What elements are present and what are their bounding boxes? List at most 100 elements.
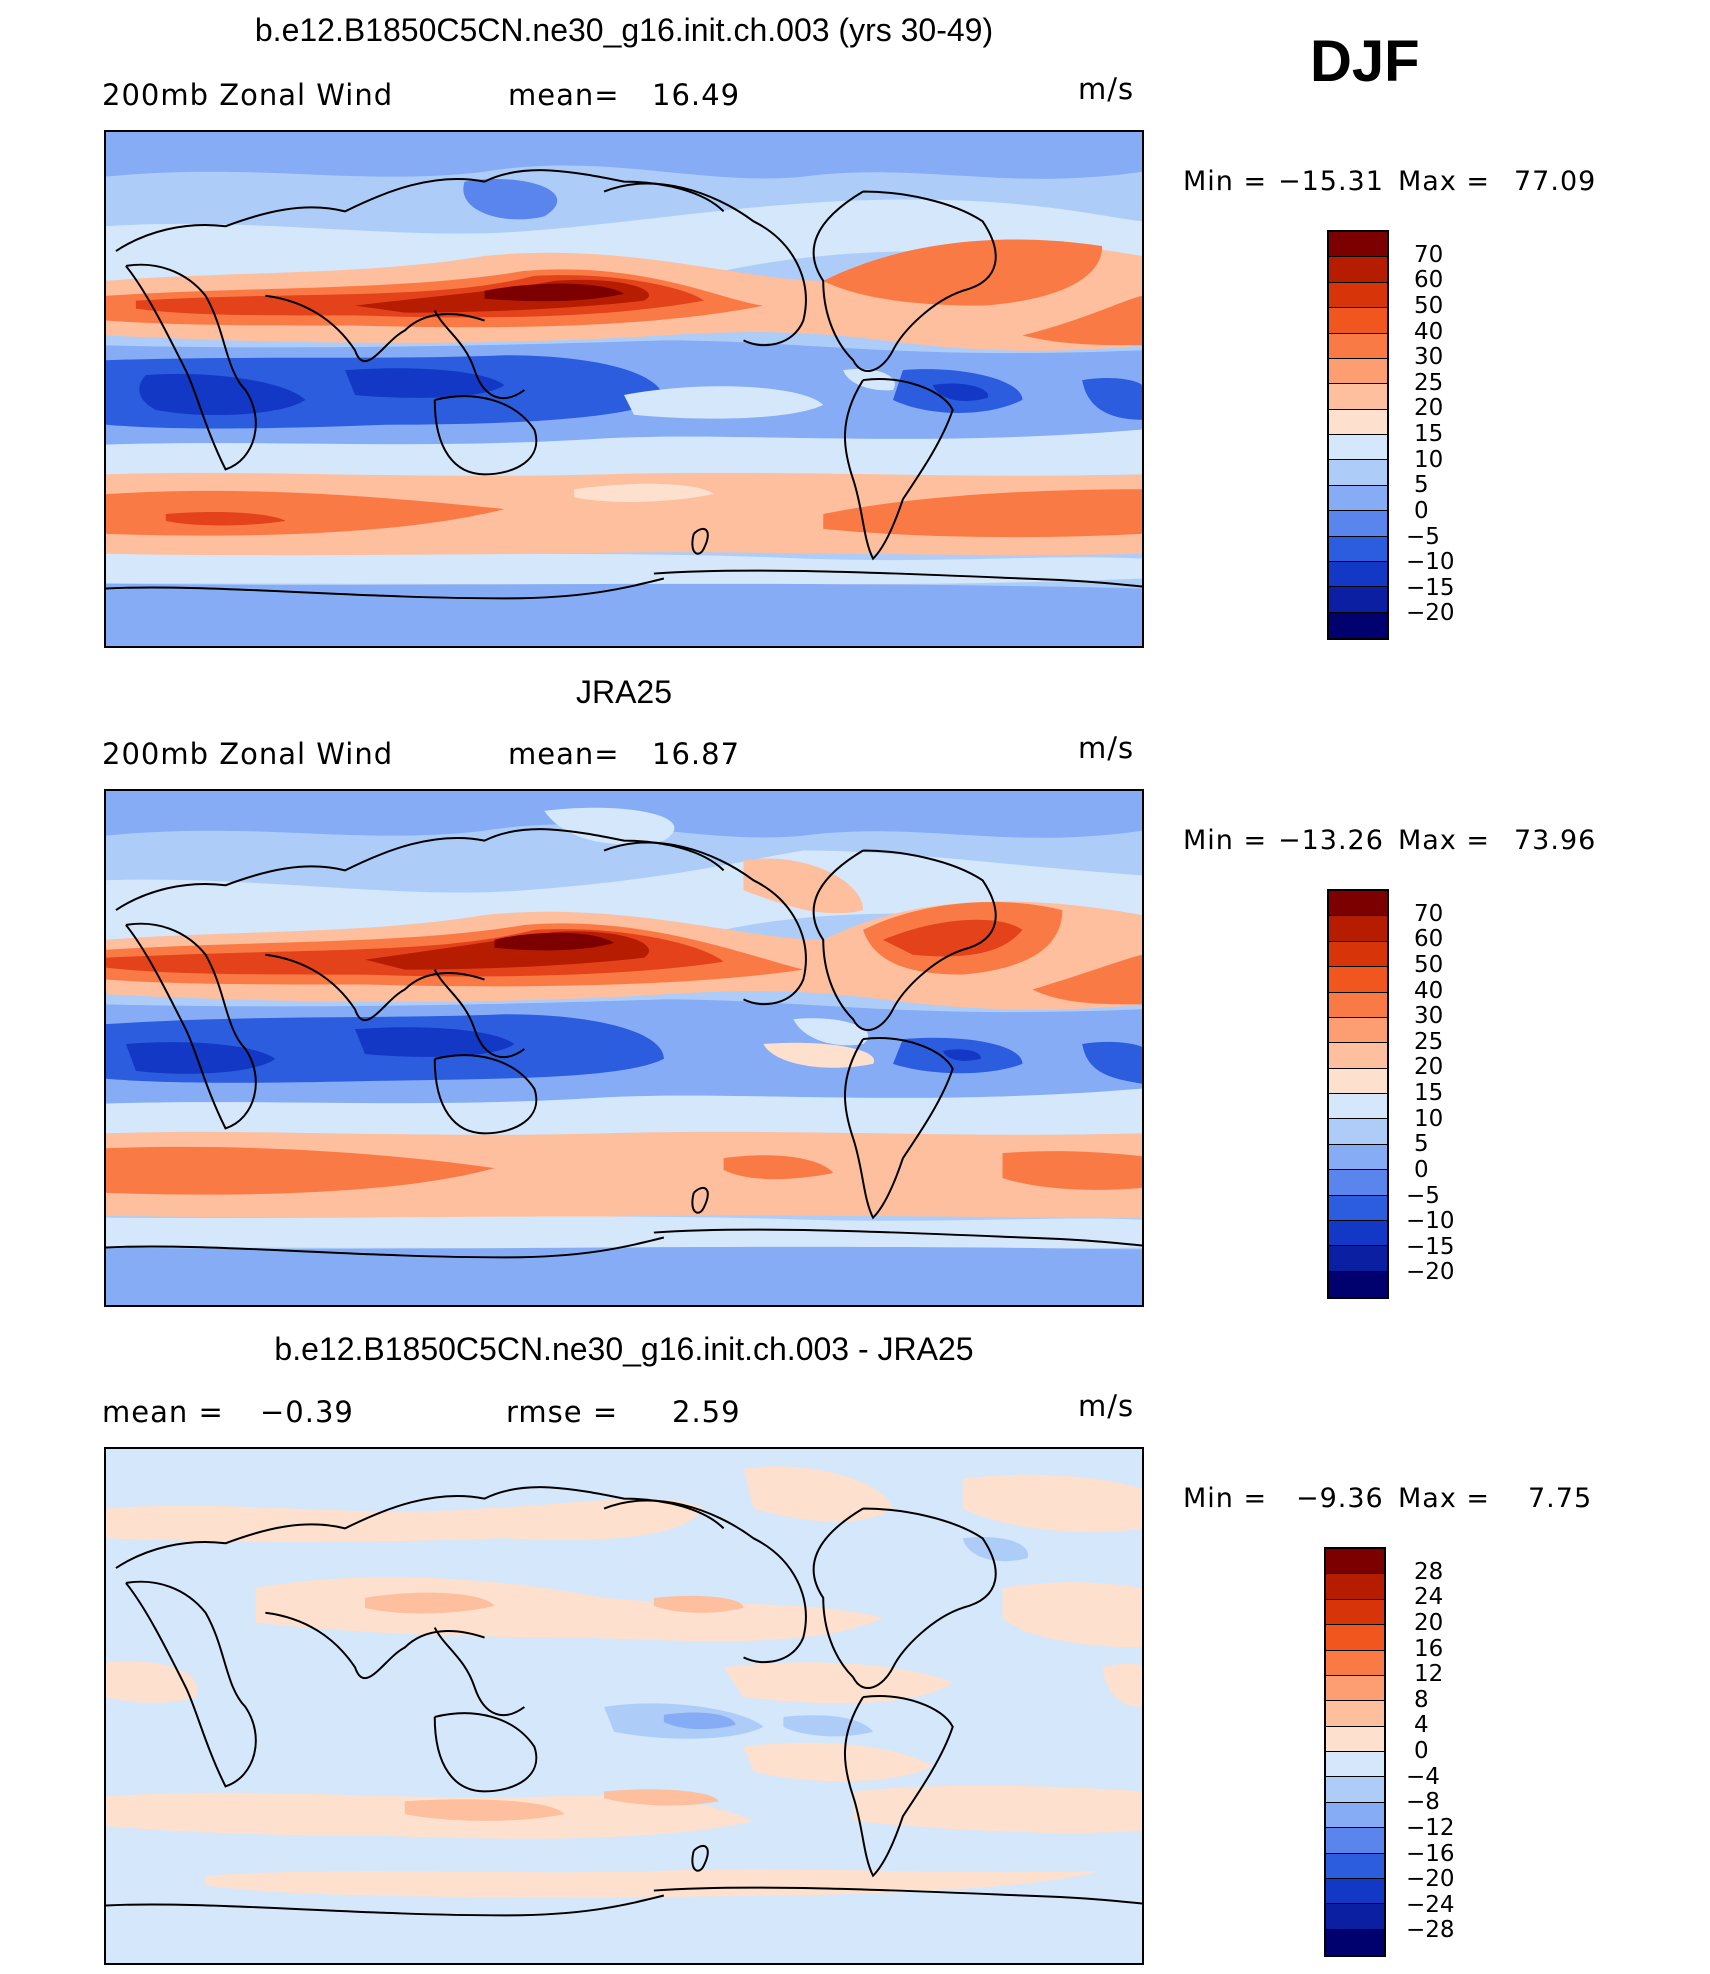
max-value: 77.09 [1514, 166, 1597, 197]
colorbar-swatch [1329, 384, 1387, 410]
colorbar [1327, 230, 1389, 640]
max-label: Max = [1398, 166, 1491, 197]
colorbar-swatch [1326, 1777, 1384, 1803]
colorbar-tick-label: −8 [1406, 1789, 1440, 1816]
colorbar-tick-label: 40 [1414, 318, 1444, 345]
colorbar-tick-label: 24 [1414, 1584, 1444, 1611]
colorbar-swatch [1326, 1675, 1384, 1702]
colorbar-swatches [1326, 1549, 1384, 1955]
colorbar-swatch [1329, 485, 1387, 512]
max-label: Max = [1398, 1483, 1491, 1514]
mean-value: 16.87 [652, 737, 741, 771]
coastline-outline [106, 828, 1142, 1259]
rmse-label: rmse = [506, 1395, 619, 1429]
colorbar-tick-label: 70 [1414, 241, 1444, 268]
colorbar-tick-label: 25 [1414, 1028, 1444, 1055]
colorbar-tick-label: 0 [1414, 1156, 1429, 1183]
colorbar-swatch [1329, 967, 1387, 993]
obs-wind-field [106, 791, 1142, 1305]
colorbar-swatch [1329, 358, 1387, 385]
colorbar-swatch [1329, 1195, 1387, 1221]
colorbar-swatches [1329, 232, 1387, 638]
colorbar-tick-label: 30 [1414, 344, 1444, 371]
colorbar-tick-label: 16 [1414, 1635, 1444, 1662]
colorbar-swatch [1329, 1043, 1387, 1069]
colorbar-tick-label: 20 [1414, 395, 1444, 422]
colorbar-swatch [1329, 333, 1387, 359]
colorbar-swatch [1329, 891, 1387, 917]
colorbar-tick-label: 50 [1414, 292, 1444, 319]
colorbar-tick-label: 12 [1414, 1661, 1444, 1688]
colorbar-tick-label: 10 [1414, 1105, 1444, 1132]
mean-label: mean= [508, 737, 620, 771]
min-value: −9.36 [1296, 1483, 1384, 1514]
colorbar-tick-label: −28 [1406, 1917, 1455, 1944]
min-label: Min = [1183, 825, 1268, 856]
max-label: Max = [1398, 825, 1491, 856]
colorbar-swatch [1329, 511, 1387, 537]
colorbar-swatch [1326, 1650, 1384, 1676]
panel-title: b.e12.B1850C5CN.ne30_g16.init.ch.003 - J… [274, 1331, 974, 1367]
colorbar-tick-label: 15 [1414, 421, 1444, 447]
panel-title: JRA25 [575, 674, 673, 710]
colorbar-tick-label: 25 [1414, 369, 1444, 396]
colorbar-tick-label: −16 [1406, 1840, 1455, 1867]
colorbar-swatch [1329, 561, 1387, 588]
colorbar-swatch [1329, 1144, 1387, 1171]
colorbar-tick-label: 70 [1414, 900, 1444, 927]
colorbar-tick-label: 10 [1414, 446, 1444, 473]
colorbar-tick-label: −5 [1406, 1182, 1440, 1209]
colorbar-swatch [1326, 1853, 1384, 1879]
colorbar-swatch [1329, 992, 1387, 1018]
colorbar-tick-label: −15 [1406, 574, 1455, 601]
colorbar-swatch [1329, 1119, 1387, 1145]
colorbar-swatch [1326, 1802, 1384, 1829]
colorbar-swatch [1329, 1094, 1387, 1120]
diff-wind-field [106, 1449, 1142, 1963]
colorbar-tick-label: 0 [1414, 497, 1429, 524]
units-label: m/s [1078, 1389, 1135, 1423]
min-label: Min = [1183, 1483, 1268, 1514]
mean-label: mean= [508, 78, 620, 112]
colorbar-tick-label: 5 [1414, 472, 1429, 499]
colorbar-swatch [1326, 1726, 1384, 1752]
min-label: Min = [1183, 166, 1268, 197]
colorbar-swatch [1329, 941, 1387, 968]
field-label: 200mb Zonal Wind [102, 78, 394, 112]
colorbar-swatch [1326, 1828, 1384, 1854]
rmse-value: 2.59 [672, 1395, 741, 1429]
map-panel-diff [104, 1447, 1144, 1965]
coastline-outline [106, 1486, 1142, 1917]
colorbar-tick-label: −4 [1406, 1763, 1440, 1790]
colorbar-swatches [1329, 891, 1387, 1297]
map-panel-obs [104, 789, 1144, 1307]
colorbar-tick-label: −12 [1406, 1814, 1455, 1841]
coastline-outline [106, 169, 1142, 600]
units-label: m/s [1078, 731, 1135, 765]
colorbar-tick-label: −15 [1406, 1233, 1455, 1260]
colorbar [1324, 1547, 1386, 1957]
colorbar-swatch [1329, 282, 1387, 309]
colorbar-tick-label: −10 [1406, 1208, 1455, 1235]
colorbar-swatch [1329, 409, 1387, 435]
units-label: m/s [1078, 72, 1135, 106]
colorbar [1327, 889, 1389, 1299]
colorbar-swatch [1326, 1878, 1384, 1905]
mean-label: mean = [102, 1395, 224, 1429]
max-value: 7.75 [1528, 1483, 1593, 1514]
colorbar-swatch [1326, 1549, 1384, 1575]
colorbar-swatch [1326, 1929, 1384, 1955]
field-label: 200mb Zonal Wind [102, 737, 394, 771]
map-panel-model [104, 130, 1144, 648]
colorbar-swatch [1329, 232, 1387, 258]
colorbar-swatch [1329, 612, 1387, 638]
colorbar-swatch [1326, 1904, 1384, 1930]
colorbar-tick-label: −20 [1406, 1866, 1455, 1893]
colorbar-tick-label: 20 [1414, 1609, 1444, 1636]
panel-title: b.e12.B1850C5CN.ne30_g16.init.ch.003 (yr… [254, 12, 994, 48]
min-value: −15.31 [1278, 166, 1384, 197]
colorbar-swatch [1326, 1574, 1384, 1600]
colorbar-swatch [1329, 916, 1387, 942]
colorbar-swatch [1329, 1271, 1387, 1297]
colorbar-swatch [1326, 1625, 1384, 1651]
